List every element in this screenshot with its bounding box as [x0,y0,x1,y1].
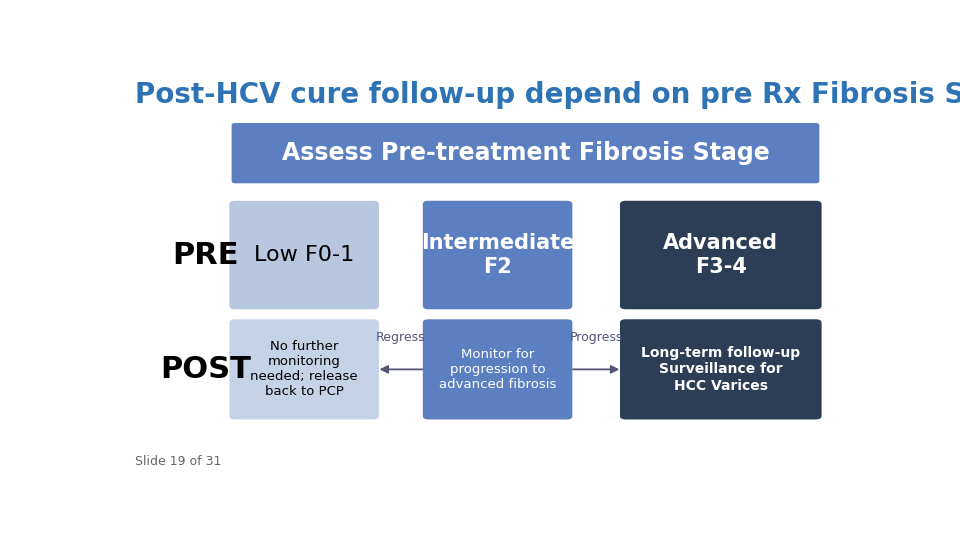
Text: Slide 19 of 31: Slide 19 of 31 [134,455,221,468]
FancyBboxPatch shape [231,123,820,183]
Text: Assess Pre-treatment Fibrosis Stage: Assess Pre-treatment Fibrosis Stage [281,141,769,165]
FancyBboxPatch shape [229,201,379,309]
Text: No further
monitoring
needed; release
back to PCP: No further monitoring needed; release ba… [251,340,358,399]
Text: Progress: Progress [569,332,623,345]
Text: PRE: PRE [172,240,239,269]
Text: Long-term follow-up
Surveillance for
HCC Varices: Long-term follow-up Surveillance for HCC… [641,346,801,393]
Text: Low F0-1: Low F0-1 [254,245,354,265]
Text: Advanced
F3-4: Advanced F3-4 [663,233,779,276]
FancyBboxPatch shape [422,201,572,309]
Text: Monitor for
progression to
advanced fibrosis: Monitor for progression to advanced fibr… [439,348,556,391]
FancyBboxPatch shape [620,319,822,420]
FancyBboxPatch shape [620,201,822,309]
FancyBboxPatch shape [422,319,572,420]
FancyBboxPatch shape [229,319,379,420]
Text: Post-HCV cure follow-up depend on pre Rx Fibrosis Stage: Post-HCV cure follow-up depend on pre Rx… [134,82,960,110]
Text: Intermediate
F2: Intermediate F2 [420,233,574,276]
Text: Regress: Regress [376,332,425,345]
Text: POST: POST [160,355,251,384]
